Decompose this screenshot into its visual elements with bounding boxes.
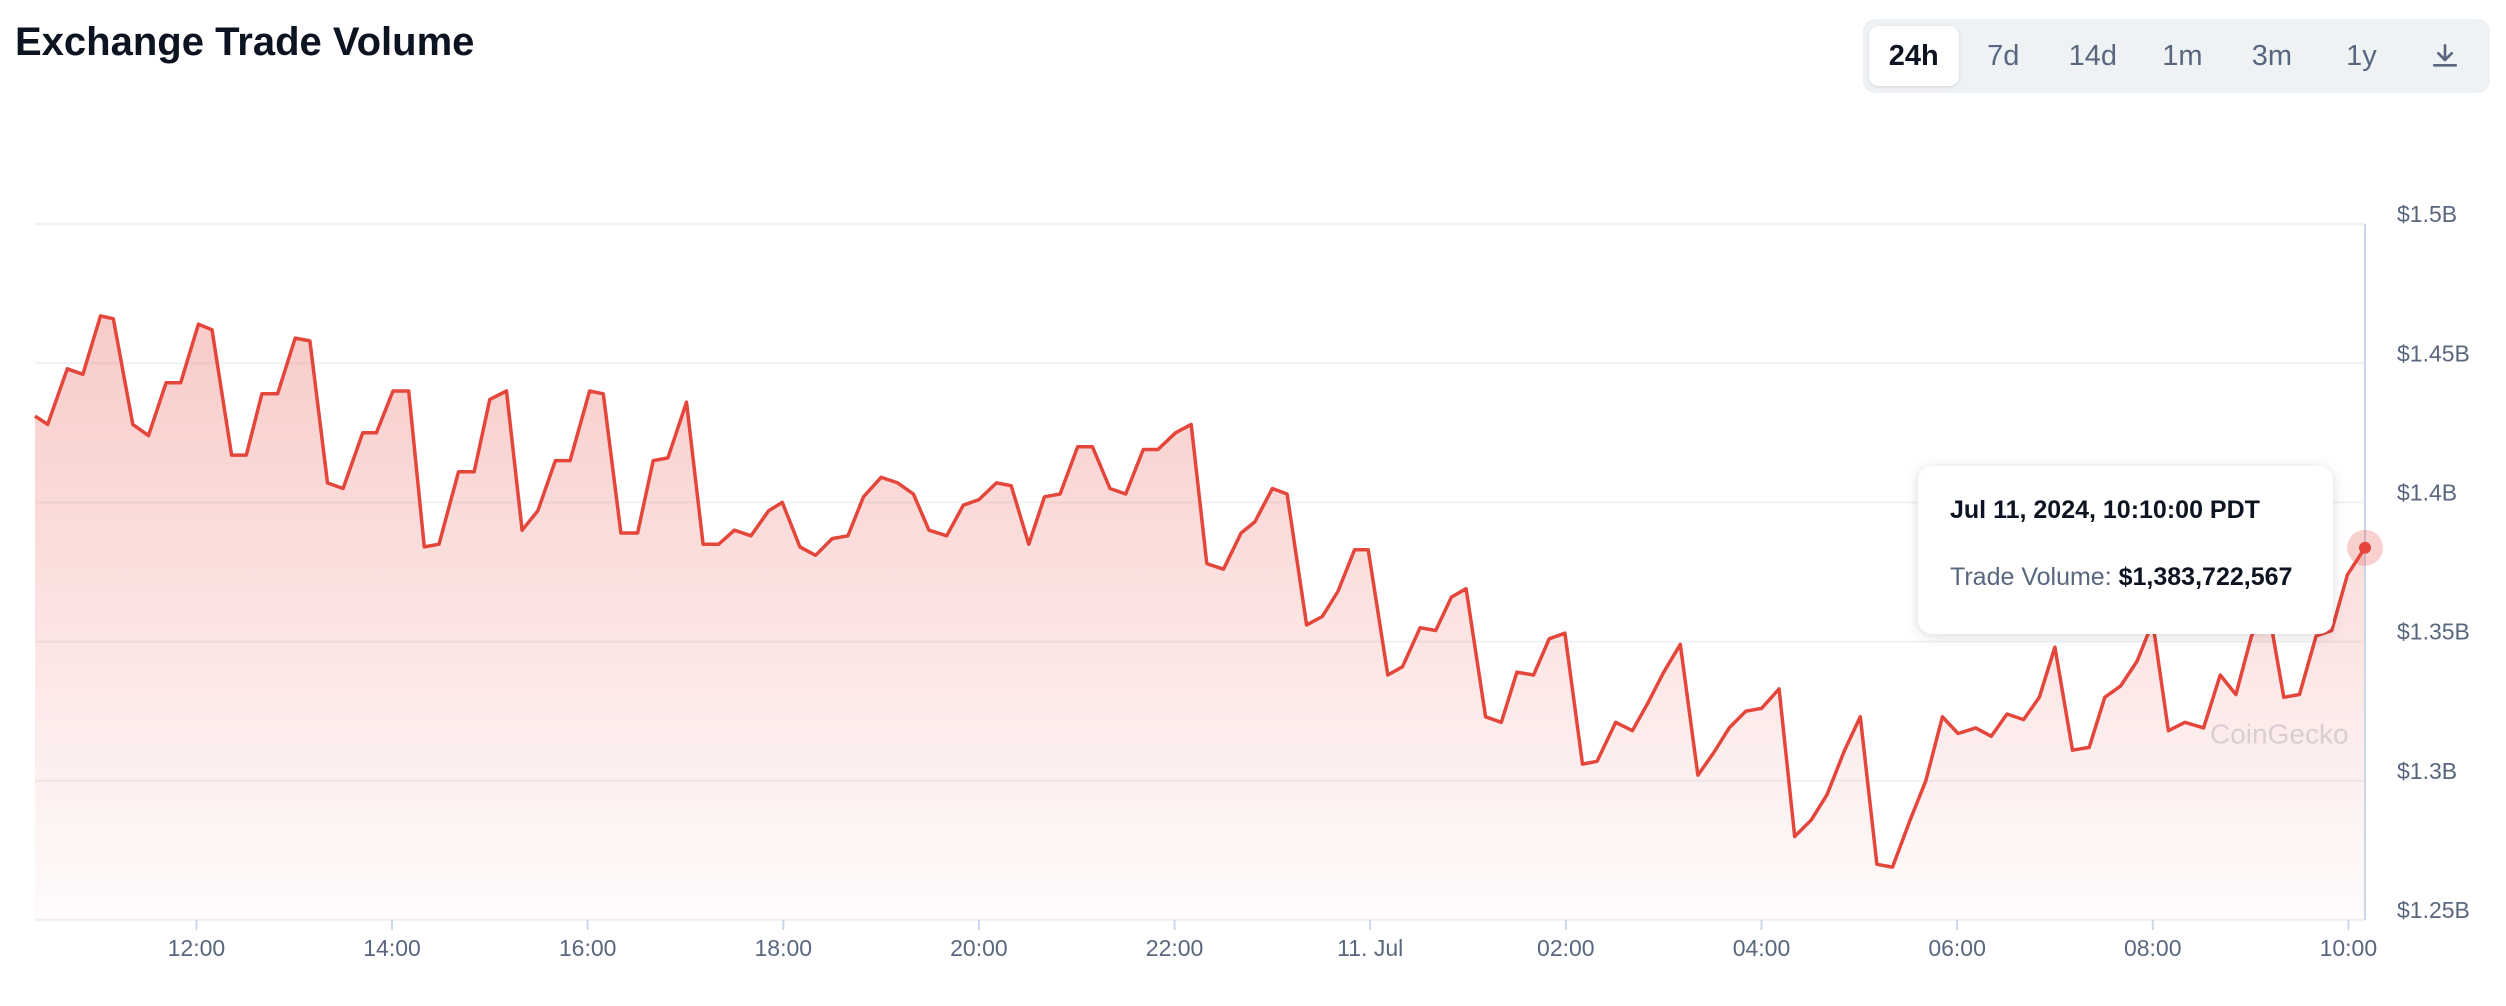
x-tick-label: 10:00 <box>2320 935 2378 961</box>
x-tick-label: 16:00 <box>559 935 617 961</box>
tooltip-title: Jul 11, 2024, 10:10:00 PDT <box>1950 496 2260 524</box>
range-button[interactable]: 7d <box>1987 39 2020 72</box>
range-button[interactable]: 1m <box>2162 39 2203 72</box>
range-selector: 24h 7d 14d 1m 3m 1y <box>1863 19 2490 93</box>
tooltip-row: Trade Volume: $1,383,722,567 <box>1950 563 2301 592</box>
x-tick-label: 22:00 <box>1146 935 1204 961</box>
line <box>34 314 2367 869</box>
range-button[interactable]: 1y <box>2346 39 2377 72</box>
chart-title: Exchange Trade Volume <box>15 20 475 64</box>
y-tick-label: $1.3B <box>2397 758 2457 784</box>
tooltip-value: $1,383,722,567 <box>2118 563 2293 591</box>
y-tick-label: $1.5B <box>2397 201 2457 227</box>
download-icon <box>2433 44 2458 67</box>
y-tick-label: $1.25B <box>2397 897 2470 923</box>
tooltip-label: Trade Volume: <box>1950 563 2112 591</box>
y-tick-label: $1.45B <box>2397 340 2470 366</box>
hover-point <box>2359 541 2371 554</box>
range-button[interactable]: 24h <box>1869 26 1959 86</box>
x-tick-label: 11. Jul <box>1337 935 1403 961</box>
x-tick-label: 20:00 <box>950 935 1008 961</box>
download-button[interactable] <box>2406 26 2484 86</box>
x-tick-label: 14:00 <box>363 935 421 961</box>
x-tick-label: 18:00 <box>755 935 813 961</box>
y-tick-label: $1.4B <box>2397 479 2457 505</box>
y-tick-label: $1.35B <box>2397 619 2470 645</box>
range-button[interactable]: 14d <box>2068 39 2118 72</box>
area <box>35 315 2365 920</box>
range-button[interactable]: 3m <box>2251 39 2293 72</box>
tooltip: Jul 11, 2024, 10:10:00 PDT Trade Volume:… <box>1918 466 2333 634</box>
x-tick-label: 04:00 <box>1733 935 1791 961</box>
x-tick-label: 12:00 <box>168 935 226 961</box>
x-tick-label: 08:00 <box>2124 935 2182 961</box>
x-tick-label: 02:00 <box>1537 935 1595 961</box>
x-tick-label: 06:00 <box>1928 935 1986 961</box>
